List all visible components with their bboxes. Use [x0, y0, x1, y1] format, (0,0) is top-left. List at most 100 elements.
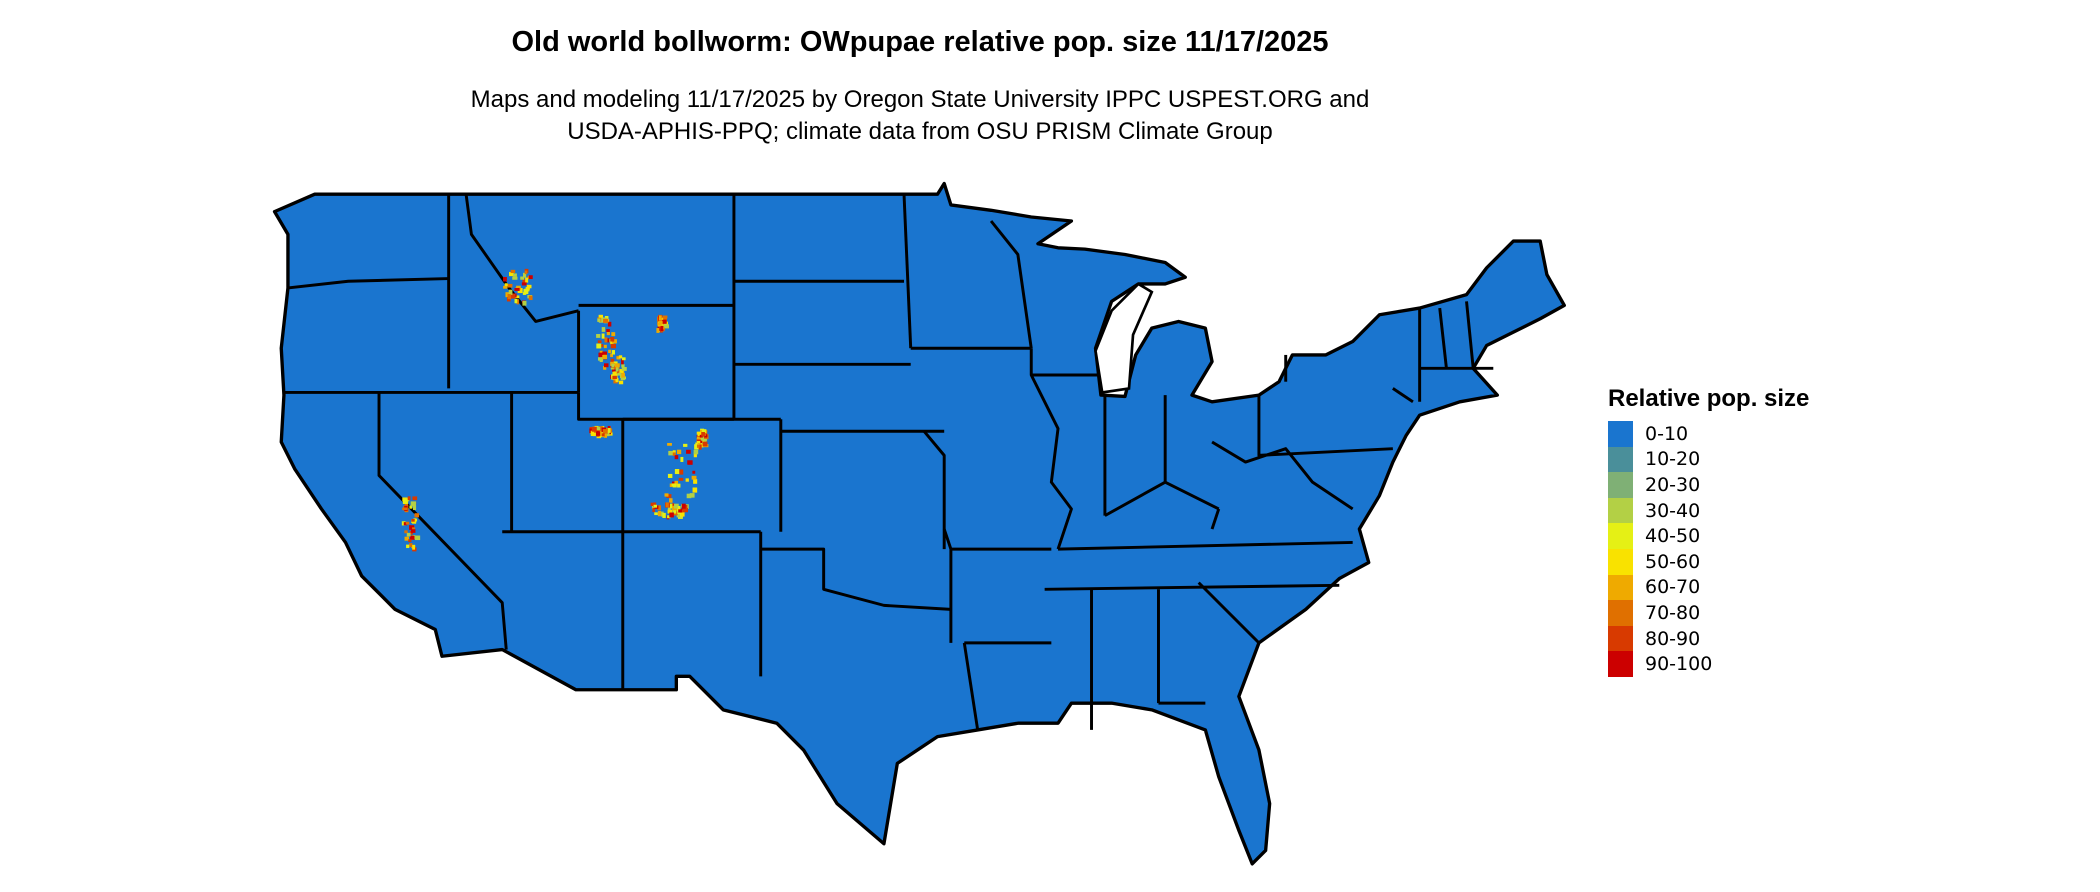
state-border: [464, 194, 579, 323]
hotspot-cell: [528, 275, 533, 280]
hotspot-cell: [662, 315, 668, 319]
hotspot-cell: [669, 498, 673, 503]
hotspot-cell: [512, 276, 518, 280]
hotspot-cell: [656, 328, 660, 333]
us-outline: [272, 181, 1566, 866]
hotspot-cell: [598, 430, 602, 437]
state-border: [1257, 395, 1393, 457]
hotspot-cell: [603, 344, 607, 349]
hotspot-cell: [684, 504, 688, 510]
hotspot-cell: [604, 433, 608, 438]
hotspot-cell: [402, 507, 408, 511]
hotspot-cell: [689, 493, 695, 498]
hotspot-cell: [412, 496, 418, 501]
hotspot-cell: [603, 363, 609, 368]
hotspot-cell: [686, 493, 692, 499]
hotspot-cell: [513, 273, 517, 277]
hotspot-cell: [691, 475, 697, 480]
legend-item: 50-60: [1608, 548, 1809, 575]
hotspot-cell: [514, 295, 520, 299]
legend-swatch: [1608, 600, 1633, 626]
hotspot-cell: [672, 452, 676, 456]
hotspot-cell: [414, 513, 420, 518]
hotspot-cell: [619, 369, 624, 374]
legend-swatch: [1608, 574, 1633, 601]
hotspot-cell: [610, 358, 615, 364]
hotspot-cell: [659, 316, 665, 321]
legend-item: 90-100: [1608, 651, 1809, 677]
state-border: [1465, 301, 1475, 369]
legend-item: 20-30: [1608, 472, 1809, 498]
hotspot-cell: [680, 456, 684, 462]
state-border: [1438, 307, 1448, 369]
hotspot-cell: [601, 433, 605, 437]
hotspot-cell: [654, 512, 658, 516]
hotspot-cell: [671, 483, 675, 487]
hotspot-cell: [595, 426, 601, 430]
hotspot-cell: [526, 284, 532, 289]
hotspot-cell: [700, 436, 704, 441]
hotspot-cell: [410, 535, 415, 540]
hotspot-cell: [402, 498, 408, 504]
hotspot-cell: [677, 483, 681, 488]
hotspot-cell: [405, 521, 410, 525]
legend-label: 40-50: [1645, 525, 1701, 548]
hotspot-cell: [679, 509, 685, 513]
hotspot-cell: [601, 327, 606, 332]
hotspot-cell: [696, 436, 702, 442]
hotspot-cell: [606, 329, 610, 332]
hotspot-cell: [409, 505, 413, 509]
hotspot-cell: [607, 321, 612, 327]
hotspot-cell: [660, 325, 664, 332]
hotspot-cell: [412, 505, 417, 511]
hotspot-cell: [697, 431, 702, 437]
state-border: [1029, 348, 1073, 550]
hotspot-cell: [662, 512, 666, 518]
hotspot-cell: [700, 430, 704, 434]
hotspot-cell: [406, 544, 410, 549]
map-subtitle: Maps and modeling 11/17/2025 by Oregon S…: [0, 84, 1840, 148]
state-border: [1210, 508, 1221, 530]
legend-label: 10-20: [1645, 448, 1701, 471]
hotspot-cell: [411, 518, 415, 522]
hotspot-cell: [677, 505, 681, 510]
hotspot-cell: [602, 354, 608, 359]
hotspot-cell: [412, 527, 416, 531]
legend-title: Relative pop. size: [1608, 385, 1810, 412]
hotspot-cell: [667, 443, 672, 446]
hotspot-cell: [653, 504, 658, 508]
hotspot-cell: [621, 372, 625, 378]
legend-item: 0-10: [1608, 421, 1809, 447]
hotspot-cell: [614, 363, 620, 368]
hotspot-cell: [598, 314, 603, 318]
subtitle-line-1: Maps and modeling 11/17/2025 by Oregon S…: [470, 86, 1370, 113]
hotspot-cell: [525, 287, 530, 290]
hotspot-cell: [669, 503, 673, 509]
hotspot-cell: [657, 505, 662, 511]
hotspot-cell: [514, 298, 518, 304]
hotspot-cell: [672, 481, 675, 485]
hotspot-cell: [617, 372, 622, 376]
state-border: [377, 392, 508, 650]
hotspot-cell: [603, 318, 609, 323]
hotspot-cell: [652, 507, 656, 513]
legend-swatch: [1608, 651, 1633, 677]
hotspot-cell: [676, 512, 682, 518]
hotspot-cell: [665, 502, 669, 508]
hotspot-cell: [698, 444, 702, 450]
hotspot-cell: [409, 543, 413, 548]
hotspot-cell: [591, 426, 597, 432]
hotspot-cell: [693, 479, 698, 484]
hotspot-cell: [520, 276, 525, 280]
hotspot-cell: [404, 536, 409, 541]
hotspot-cell: [622, 357, 626, 361]
hotspot-cell: [621, 359, 624, 365]
hotspot-cell: [660, 511, 664, 517]
hotspot-cell: [611, 350, 615, 355]
state-border: [1104, 480, 1220, 517]
hotspot-cell: [415, 535, 421, 541]
legend-swatch: [1608, 548, 1633, 575]
legend-label: 50-60: [1645, 550, 1701, 573]
hotspot-cell: [663, 321, 669, 327]
hotspot-cell: [674, 455, 679, 460]
